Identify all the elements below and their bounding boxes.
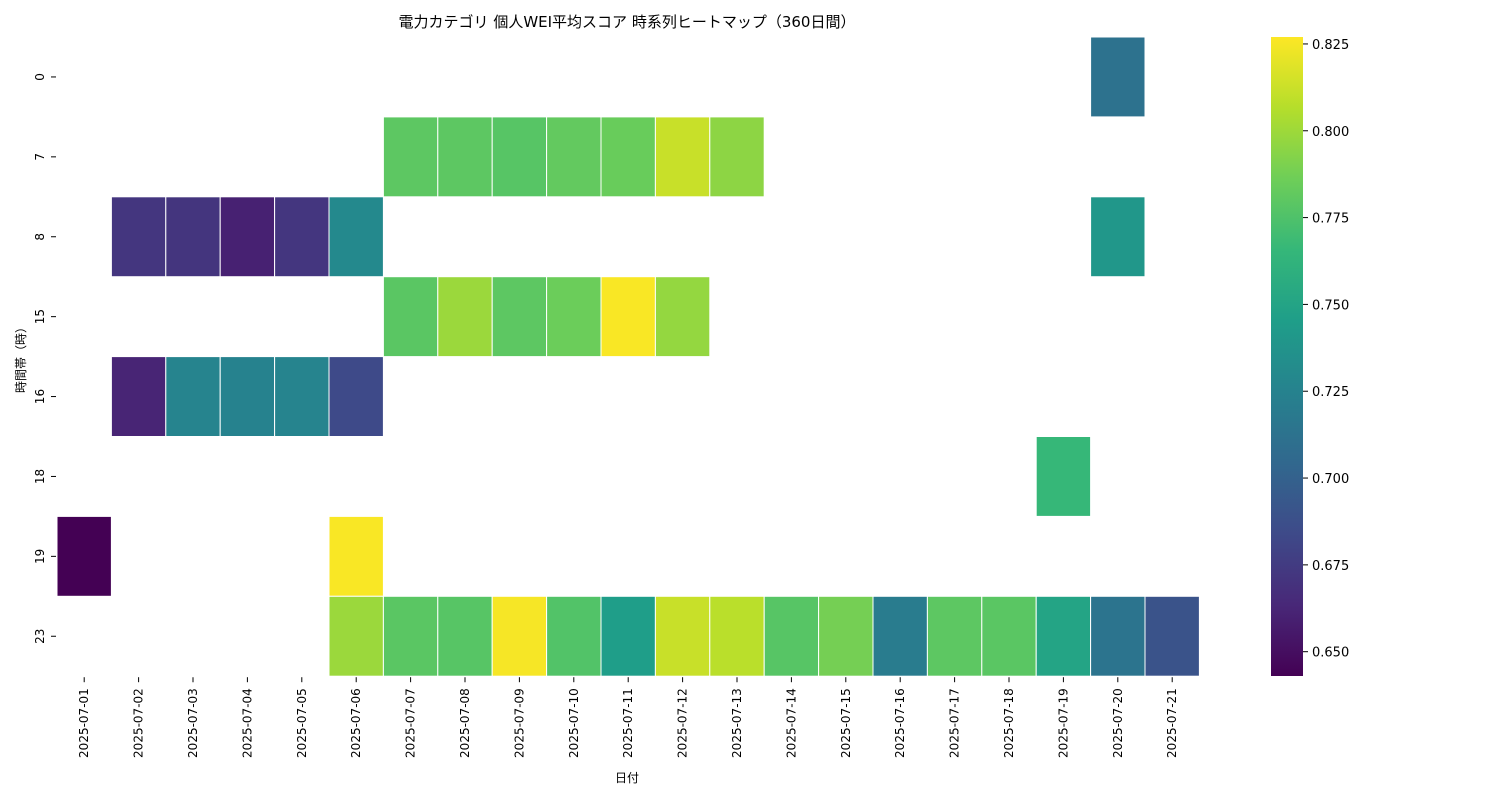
heatmap-cell	[600, 276, 656, 358]
heatmap-cell	[1090, 196, 1146, 278]
x-axis-ticks: 2025-07-01 2025-07-02 2025-07-03 2025-07-04…	[77, 677, 1179, 758]
x-tick-label: 2025-07-05	[295, 688, 309, 758]
x-tick-label: 2025-07-02	[132, 688, 146, 758]
x-tick-label: 2025-07-10	[567, 688, 581, 758]
x-tick-label: 2025-07-21	[1165, 688, 1179, 758]
heatmap-cell	[491, 116, 548, 198]
heatmap-cell	[219, 356, 276, 438]
y-tick-label: 16	[33, 389, 47, 404]
heatmap-cell	[654, 276, 711, 358]
heatmap-cell	[600, 595, 656, 677]
heatmap-cell	[981, 595, 1037, 677]
heatmap-cell	[328, 356, 384, 438]
heatmap-cell	[110, 356, 167, 438]
colorbar-tick-label: 0.800	[1312, 125, 1349, 140]
x-tick-label: 2025-07-11	[621, 688, 635, 758]
heatmap-cell	[382, 595, 439, 677]
y-tick-label: 15	[33, 309, 47, 324]
heatmap-cell	[274, 356, 330, 438]
colorbar-tick-label: 0.725	[1312, 385, 1349, 400]
heatmap-cell	[437, 116, 493, 198]
heatmap-cell	[709, 116, 765, 198]
heatmap-cell	[654, 595, 711, 677]
heatmap-cell	[328, 196, 384, 278]
colorbar-tick-label: 0.675	[1312, 559, 1349, 574]
x-tick-label: 2025-07-20	[1111, 688, 1125, 758]
chart-title: 電力カテゴリ 個人WEI平均スコア 時系列ヒートマップ（360日間）	[399, 13, 856, 31]
y-tick-label: 8	[33, 233, 47, 241]
x-tick-label: 2025-07-16	[893, 688, 907, 758]
heatmap-cell	[56, 515, 112, 597]
x-tick-label: 2025-07-03	[186, 688, 200, 758]
heatmap-cell	[546, 595, 602, 677]
heatmap-cell	[872, 595, 928, 677]
heatmap-cell	[818, 595, 874, 677]
x-tick-label: 2025-07-13	[730, 688, 744, 758]
x-tick-label: 2025-07-04	[240, 688, 254, 758]
heatmap-cell	[1035, 436, 1092, 517]
heatmap-cell	[1090, 36, 1146, 118]
heatmap-cell	[219, 196, 276, 278]
colorbar-tick-label: 0.650	[1312, 646, 1349, 661]
heatmap-cell	[491, 276, 548, 358]
heatmap-cell	[709, 595, 765, 677]
colorbar-tick-label: 0.700	[1312, 472, 1349, 487]
x-tick-label: 2025-07-09	[512, 688, 526, 758]
heatmap-cell	[274, 196, 330, 278]
y-tick-label: 18	[33, 469, 47, 484]
x-tick-label: 2025-07-01	[77, 688, 91, 758]
heatmap-cell	[1144, 595, 1200, 677]
x-tick-label: 2025-07-12	[676, 688, 690, 758]
heatmap-cell	[382, 276, 439, 358]
heatmap-cell	[110, 196, 167, 278]
heatmap-cell	[1035, 595, 1092, 677]
heatmap-cell	[546, 276, 602, 358]
y-tick-label: 7	[33, 153, 47, 161]
heatmap-cell	[546, 116, 602, 198]
x-tick-label: 2025-07-06	[349, 688, 363, 758]
heatmap-cell	[328, 515, 384, 597]
x-tick-label: 2025-07-14	[784, 688, 798, 758]
x-tick-label: 2025-07-17	[948, 688, 962, 758]
heatmap-cell	[165, 196, 221, 278]
x-tick-label: 2025-07-19	[1056, 688, 1070, 758]
y-tick-label: 19	[33, 549, 47, 564]
heatmap-cell	[491, 595, 548, 677]
heatmap-cell	[654, 116, 711, 198]
heatmap-cell	[763, 595, 820, 677]
x-tick-label: 2025-07-18	[1002, 688, 1016, 758]
heatmap-cells	[56, 36, 1200, 677]
heatmap-cell	[1090, 595, 1146, 677]
x-axis-label: 日付	[615, 771, 639, 785]
heatmap-cell	[165, 356, 221, 438]
heatmap-cell	[328, 595, 384, 677]
colorbar	[1271, 37, 1303, 676]
y-axis-ticks: 0 7 8 15 16 18 19 23	[33, 73, 56, 644]
y-tick-label: 23	[33, 629, 47, 644]
colorbar-ticks: 0.650 0.675 0.700 0.725 0.750 0.775 0.800 0.825	[1303, 38, 1349, 661]
heatmap-cell	[600, 116, 656, 198]
y-axis-label: 時間帯（時）	[14, 321, 28, 393]
x-tick-label: 2025-07-08	[458, 688, 472, 758]
heatmap-cell	[437, 276, 493, 358]
x-tick-label: 2025-07-15	[839, 688, 853, 758]
colorbar-tick-label: 0.825	[1312, 38, 1349, 53]
heatmap-cell	[382, 116, 439, 198]
heatmap-cell	[437, 595, 493, 677]
colorbar-tick-label: 0.775	[1312, 212, 1349, 227]
colorbar-tick-label: 0.750	[1312, 298, 1349, 313]
x-tick-label: 2025-07-07	[404, 688, 418, 758]
y-tick-label: 0	[33, 73, 47, 81]
heatmap-cell	[926, 595, 983, 677]
